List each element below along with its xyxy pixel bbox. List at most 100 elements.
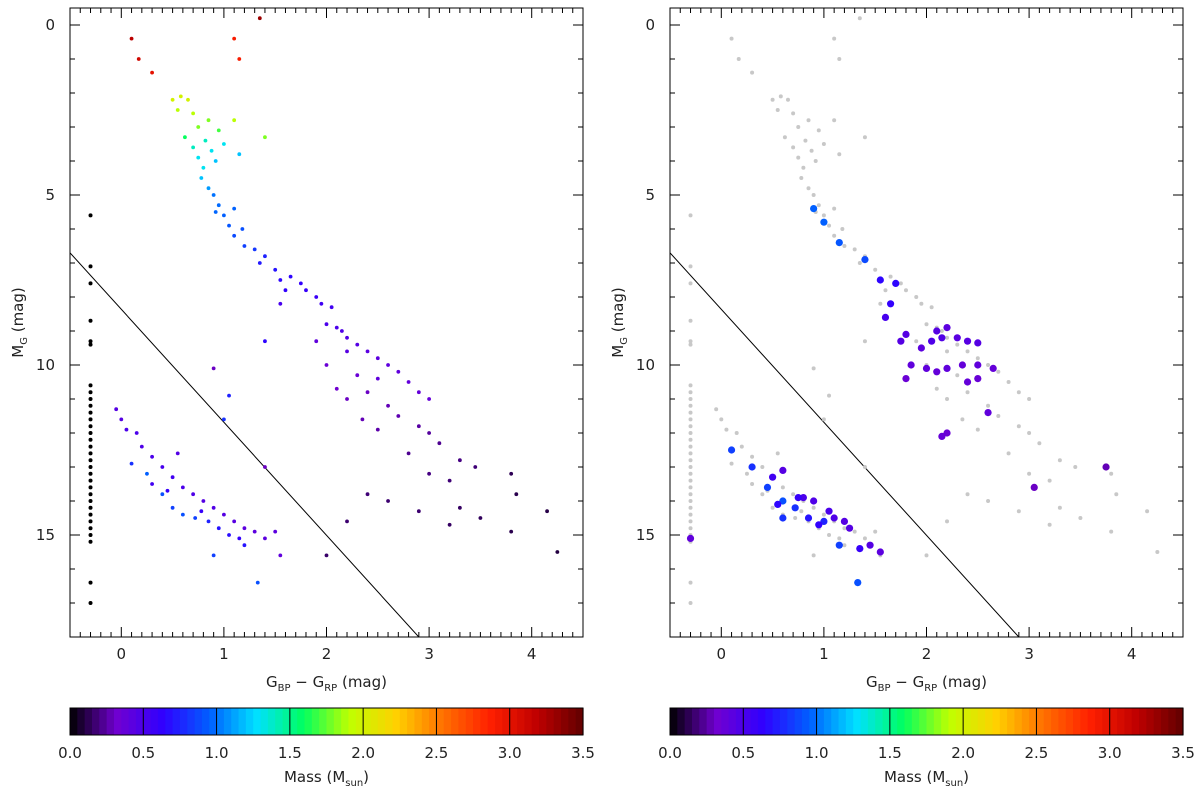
- background-star-point: [688, 601, 693, 605]
- background-star-point: [1037, 441, 1042, 446]
- star-point: [886, 300, 895, 308]
- background-star-point: [873, 267, 878, 272]
- background-star-point: [688, 505, 693, 510]
- background-star-point: [688, 264, 693, 269]
- no-mass-star-point: [88, 485, 93, 490]
- right-colorbar-segment: [867, 708, 876, 735]
- left-colorbar-tick-label: 1.5: [278, 744, 302, 762]
- star-point: [278, 278, 283, 282]
- background-star-point: [1006, 451, 1011, 456]
- star-point: [211, 505, 216, 510]
- background-star-point: [934, 386, 939, 391]
- no-mass-star-point: [88, 417, 93, 422]
- star-point: [854, 579, 862, 587]
- star-point: [866, 541, 874, 549]
- star-point: [201, 499, 206, 503]
- left-colorbar-segment: [487, 708, 496, 735]
- star-point: [252, 529, 257, 534]
- background-star-point: [837, 152, 842, 157]
- left-x-tick-label: 2: [322, 645, 332, 663]
- right-colorbar-segment: [1051, 708, 1060, 735]
- no-mass-star-point: [88, 339, 93, 344]
- star-point: [222, 417, 226, 422]
- star-point: [779, 497, 787, 505]
- star-point: [820, 517, 828, 526]
- star-point: [324, 553, 329, 558]
- left-colorbar-segment: [370, 708, 379, 735]
- background-star-point: [832, 36, 837, 41]
- background-star-point: [832, 206, 837, 211]
- right-colorbar-segment: [823, 708, 832, 735]
- left-colorbar-segment: [377, 708, 386, 735]
- star-point: [963, 378, 972, 386]
- background-star-point: [965, 349, 970, 354]
- background-star-point: [688, 492, 693, 497]
- left-colorbar-segment: [436, 708, 445, 735]
- background-star-point: [903, 288, 908, 293]
- star-point: [206, 118, 211, 123]
- right-colorbar-tick-label: 3.5: [1171, 744, 1195, 762]
- left-x-axis-title: GBP​ − GRP​ (mag): [266, 673, 387, 694]
- left-colorbar-segment: [70, 708, 78, 735]
- left-colorbar-segment: [465, 708, 474, 735]
- background-star-point: [736, 57, 741, 61]
- star-point: [365, 390, 370, 395]
- star-point: [139, 444, 144, 449]
- background-star-point: [803, 138, 808, 143]
- background-star-point: [1114, 492, 1119, 497]
- right-colorbar-segment: [765, 708, 774, 735]
- background-star-point: [816, 128, 821, 133]
- left-colorbar-segment: [407, 708, 416, 735]
- background-star-point: [821, 142, 826, 146]
- left-colorbar-segment: [297, 708, 306, 735]
- background-star-point: [688, 390, 693, 395]
- star-point: [314, 295, 319, 299]
- left-colorbar-segment: [517, 708, 525, 735]
- star-point: [375, 427, 380, 432]
- background-star-point: [1073, 465, 1078, 469]
- star-point: [365, 349, 370, 354]
- star-point: [457, 458, 462, 463]
- star-point: [794, 494, 802, 502]
- background-star-point: [873, 529, 878, 534]
- right-x-tick-label: 0: [717, 645, 727, 663]
- background-star-point: [1109, 529, 1114, 534]
- background-star-point: [688, 213, 693, 218]
- right-colorbar-segment: [721, 708, 730, 735]
- background-star-point: [811, 553, 816, 558]
- left-reference-line: [70, 252, 420, 637]
- background-star-point: [821, 213, 826, 218]
- star-point: [273, 267, 278, 272]
- right-colorbar-segment: [1007, 708, 1016, 735]
- star-point: [242, 526, 247, 531]
- right-colorbar-segment: [941, 708, 950, 735]
- right-colorbar-segment: [970, 708, 979, 735]
- star-point: [199, 176, 204, 180]
- star-point: [227, 223, 231, 228]
- right-colorbar-segment: [706, 708, 715, 735]
- background-star-point: [1016, 390, 1021, 395]
- star-point: [324, 322, 329, 327]
- no-mass-star-point: [88, 318, 93, 323]
- background-star-point: [811, 193, 816, 197]
- star-point: [263, 339, 267, 344]
- star-point: [763, 483, 772, 491]
- right-colorbar-segment: [1065, 708, 1074, 735]
- left-colorbar-segment: [458, 708, 467, 735]
- left-colorbar-segment: [128, 708, 137, 735]
- no-mass-star-point: [88, 383, 93, 388]
- right-colorbar-segment: [1095, 708, 1103, 735]
- right-colorbar-tick-label: 2.5: [1024, 744, 1048, 762]
- background-star-point: [688, 451, 693, 456]
- star-point: [334, 325, 339, 330]
- left-colorbar-tick-label: 2.5: [424, 744, 448, 762]
- background-star-point: [924, 553, 929, 558]
- background-star-point: [714, 407, 719, 412]
- star-point: [201, 165, 206, 170]
- no-mass-star-point: [88, 526, 93, 531]
- right-colorbar-segment: [772, 708, 781, 735]
- left-colorbar-segment: [253, 708, 262, 735]
- star-point: [825, 507, 833, 515]
- background-star-point: [842, 244, 847, 248]
